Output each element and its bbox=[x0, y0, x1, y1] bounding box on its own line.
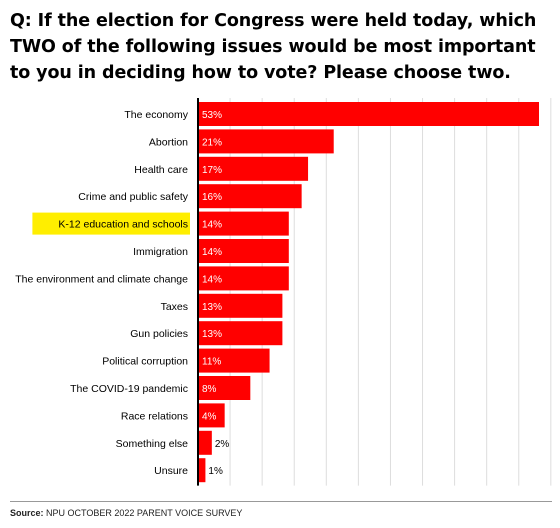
data-label: 14% bbox=[202, 220, 222, 231]
data-label: 8% bbox=[202, 384, 217, 395]
bar bbox=[199, 376, 251, 400]
data-label: 13% bbox=[202, 329, 222, 340]
bar bbox=[199, 184, 302, 209]
data-label: 16% bbox=[202, 192, 222, 203]
bar bbox=[199, 348, 270, 373]
bar bbox=[199, 239, 289, 263]
source-label: Source: bbox=[10, 508, 44, 518]
data-label: 13% bbox=[202, 302, 222, 313]
category-label: Gun policies bbox=[130, 328, 188, 340]
category-label: Political corruption bbox=[102, 356, 188, 368]
source-divider bbox=[10, 501, 552, 502]
bar bbox=[199, 129, 334, 154]
bar bbox=[199, 321, 283, 346]
bar bbox=[199, 293, 283, 318]
bar bbox=[199, 266, 289, 291]
bar bbox=[199, 430, 212, 455]
bar bbox=[199, 458, 206, 483]
source-text: NPU OCTOBER 2022 PARENT VOICE SURVEY bbox=[46, 508, 243, 518]
category-label: The environment and climate change bbox=[15, 273, 188, 285]
data-label: 14% bbox=[202, 247, 222, 258]
bar bbox=[199, 156, 309, 181]
bar bbox=[199, 102, 539, 126]
category-label: Immigration bbox=[133, 246, 188, 258]
question-text: Q: If the election for Congress were hel… bbox=[10, 11, 537, 83]
bar-chart: 53% 21% 17% 16% 14% 14% 14% 13% 13% 11% 8% 4% 2% 1% T… bbox=[15, 98, 552, 486]
category-labels: The economy Abortion Health care Crime and … bbox=[15, 109, 191, 477]
highlight-box bbox=[32, 212, 191, 235]
source-note: Source: NPU OCTOBER 2022 PARENT VOICE SU… bbox=[10, 508, 242, 518]
category-label: Unsure bbox=[154, 465, 188, 477]
category-label: Something else bbox=[116, 438, 189, 450]
data-label: 53% bbox=[202, 110, 222, 121]
data-label: 21% bbox=[202, 137, 222, 148]
category-label: Crime and public safety bbox=[78, 191, 188, 203]
gridlines bbox=[229, 98, 552, 486]
category-label: Health care bbox=[134, 164, 188, 176]
category-label: Abortion bbox=[149, 136, 188, 148]
bar bbox=[199, 211, 289, 236]
data-label: 4% bbox=[202, 411, 217, 422]
category-label: The economy bbox=[124, 109, 188, 121]
data-label: 1% bbox=[208, 466, 223, 477]
category-label: Taxes bbox=[161, 301, 188, 313]
bars: 53% 21% 17% 16% 14% 14% 14% 13% 13% 11% 8% 4% 2% 1% bbox=[199, 102, 539, 483]
data-label: 14% bbox=[202, 274, 222, 285]
category-label: Race relations bbox=[121, 410, 188, 422]
category-label: K-12 education and schools bbox=[58, 219, 188, 231]
data-label: 17% bbox=[202, 165, 222, 176]
data-label: 11% bbox=[202, 357, 221, 368]
bar bbox=[199, 403, 225, 428]
category-label: The COVID-19 pandemic bbox=[70, 383, 188, 395]
data-label: 2% bbox=[215, 439, 230, 450]
